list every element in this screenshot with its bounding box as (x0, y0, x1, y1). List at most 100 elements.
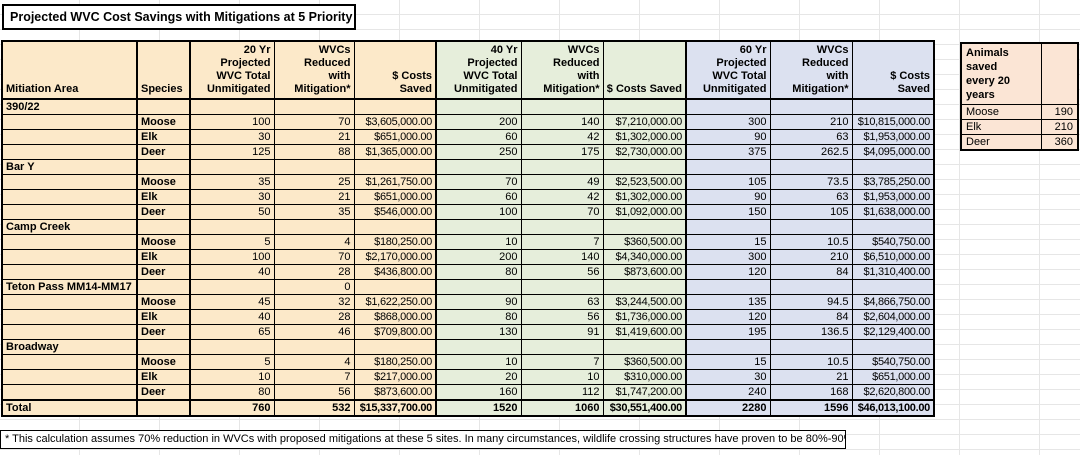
site-name-cell[interactable] (1, 264, 138, 280)
total-value-cell[interactable]: 1520 (435, 399, 522, 417)
value-cell[interactable]: 15 (685, 234, 771, 250)
value-cell[interactable]: 56 (520, 309, 604, 325)
value-cell[interactable] (353, 219, 437, 235)
value-cell[interactable]: $709,800.00 (353, 324, 437, 340)
value-cell[interactable]: $1,419,600.00 (602, 324, 687, 340)
site-name-cell[interactable] (1, 249, 138, 265)
value-cell[interactable]: $436,800.00 (353, 264, 437, 280)
site-name-cell[interactable]: Teton Pass MM14-MM17 (1, 279, 138, 295)
species-cell[interactable]: Deer (136, 324, 191, 340)
site-name-cell[interactable] (1, 129, 138, 145)
value-cell[interactable]: $310,000.00 (602, 369, 687, 385)
site-name-cell[interactable] (1, 144, 138, 160)
species-cell[interactable]: Deer (136, 384, 191, 401)
value-cell[interactable]: $7,210,000.00 (602, 114, 687, 130)
value-cell[interactable]: $6,510,000.00 (851, 249, 935, 265)
value-cell[interactable]: 4 (273, 234, 355, 250)
value-cell[interactable]: $1,622,250.00 (353, 294, 437, 310)
value-cell[interactable]: 40 (189, 309, 275, 325)
value-cell[interactable]: 20 (435, 369, 522, 385)
site-name-cell[interactable] (1, 204, 138, 220)
animal-species-cell[interactable]: Moose (960, 104, 1042, 120)
value-cell[interactable] (520, 339, 604, 355)
value-cell[interactable]: 80 (189, 384, 275, 401)
value-cell[interactable]: $651,000.00 (353, 189, 437, 205)
value-cell[interactable]: 21 (273, 189, 355, 205)
value-cell[interactable]: 7 (520, 354, 604, 370)
value-cell[interactable]: 90 (685, 189, 771, 205)
value-cell[interactable]: $360,500.00 (602, 354, 687, 370)
value-cell[interactable]: $868,000.00 (353, 309, 437, 325)
value-cell[interactable] (273, 219, 355, 235)
value-cell[interactable]: $1,261,750.00 (353, 174, 437, 190)
value-cell[interactable] (189, 98, 275, 115)
value-cell[interactable]: 63 (769, 189, 853, 205)
value-cell[interactable]: 105 (769, 204, 853, 220)
site-name-cell[interactable]: Bar Y (1, 159, 138, 175)
value-cell[interactable]: 250 (435, 144, 522, 160)
value-cell[interactable] (273, 98, 355, 115)
value-cell[interactable]: 70 (435, 174, 522, 190)
value-cell[interactable]: $1,953,000.00 (851, 129, 935, 145)
col-header-40yr-saved[interactable]: $ Costs Saved (602, 40, 687, 100)
value-cell[interactable]: 70 (520, 204, 604, 220)
species-cell[interactable]: Deer (136, 204, 191, 220)
value-cell[interactable]: 10.5 (769, 234, 853, 250)
total-value-cell[interactable]: 1596 (769, 399, 853, 417)
animals-saved-empty-header[interactable] (1040, 42, 1079, 105)
value-cell[interactable]: 70 (273, 249, 355, 265)
value-cell[interactable] (769, 339, 853, 355)
species-cell[interactable] (136, 399, 191, 417)
site-name-cell[interactable]: 390/22 (1, 98, 138, 115)
value-cell[interactable] (189, 159, 275, 175)
value-cell[interactable]: $1,092,000.00 (602, 204, 687, 220)
value-cell[interactable] (602, 98, 687, 115)
value-cell[interactable]: 150 (685, 204, 771, 220)
value-cell[interactable]: $651,000.00 (353, 129, 437, 145)
col-header-20yr-reduced[interactable]: WVCs Reduced with Mitigation* (273, 40, 355, 100)
animals-saved-title[interactable]: Animals saved every 20 years (960, 42, 1042, 105)
species-cell[interactable] (136, 159, 191, 175)
value-cell[interactable]: $4,095,000.00 (851, 144, 935, 160)
value-cell[interactable]: 80 (435, 264, 522, 280)
value-cell[interactable] (602, 159, 687, 175)
value-cell[interactable] (353, 159, 437, 175)
value-cell[interactable]: 5 (189, 354, 275, 370)
value-cell[interactable]: $2,620,800.00 (851, 384, 935, 401)
value-cell[interactable] (769, 159, 853, 175)
species-cell[interactable]: Moose (136, 174, 191, 190)
footnote[interactable]: * This calculation assumes 70% reduction… (0, 430, 846, 449)
value-cell[interactable]: 105 (685, 174, 771, 190)
animal-count-cell[interactable]: 360 (1040, 134, 1079, 151)
value-cell[interactable]: 65 (189, 324, 275, 340)
value-cell[interactable]: $3,244,500.00 (602, 294, 687, 310)
value-cell[interactable]: 112 (520, 384, 604, 401)
total-value-cell[interactable]: $15,337,700.00 (353, 399, 437, 417)
value-cell[interactable]: $651,000.00 (851, 369, 935, 385)
value-cell[interactable]: 35 (273, 204, 355, 220)
site-name-cell[interactable] (1, 234, 138, 250)
value-cell[interactable]: 300 (685, 114, 771, 130)
value-cell[interactable]: 21 (769, 369, 853, 385)
value-cell[interactable]: $1,747,200.00 (602, 384, 687, 401)
value-cell[interactable]: 240 (685, 384, 771, 401)
value-cell[interactable] (189, 339, 275, 355)
value-cell[interactable]: 160 (435, 384, 522, 401)
value-cell[interactable]: 135 (685, 294, 771, 310)
value-cell[interactable]: 84 (769, 309, 853, 325)
total-value-cell[interactable]: 1060 (520, 399, 604, 417)
value-cell[interactable]: $3,605,000.00 (353, 114, 437, 130)
value-cell[interactable]: 88 (273, 144, 355, 160)
site-name-cell[interactable] (1, 324, 138, 340)
value-cell[interactable]: 42 (520, 129, 604, 145)
value-cell[interactable]: 200 (435, 114, 522, 130)
value-cell[interactable]: 130 (435, 324, 522, 340)
value-cell[interactable]: 28 (273, 264, 355, 280)
value-cell[interactable]: 73.5 (769, 174, 853, 190)
species-cell[interactable] (136, 98, 191, 115)
value-cell[interactable]: 195 (685, 324, 771, 340)
value-cell[interactable]: $2,170,000.00 (353, 249, 437, 265)
value-cell[interactable]: $4,340,000.00 (602, 249, 687, 265)
value-cell[interactable]: 49 (520, 174, 604, 190)
value-cell[interactable] (602, 279, 687, 295)
